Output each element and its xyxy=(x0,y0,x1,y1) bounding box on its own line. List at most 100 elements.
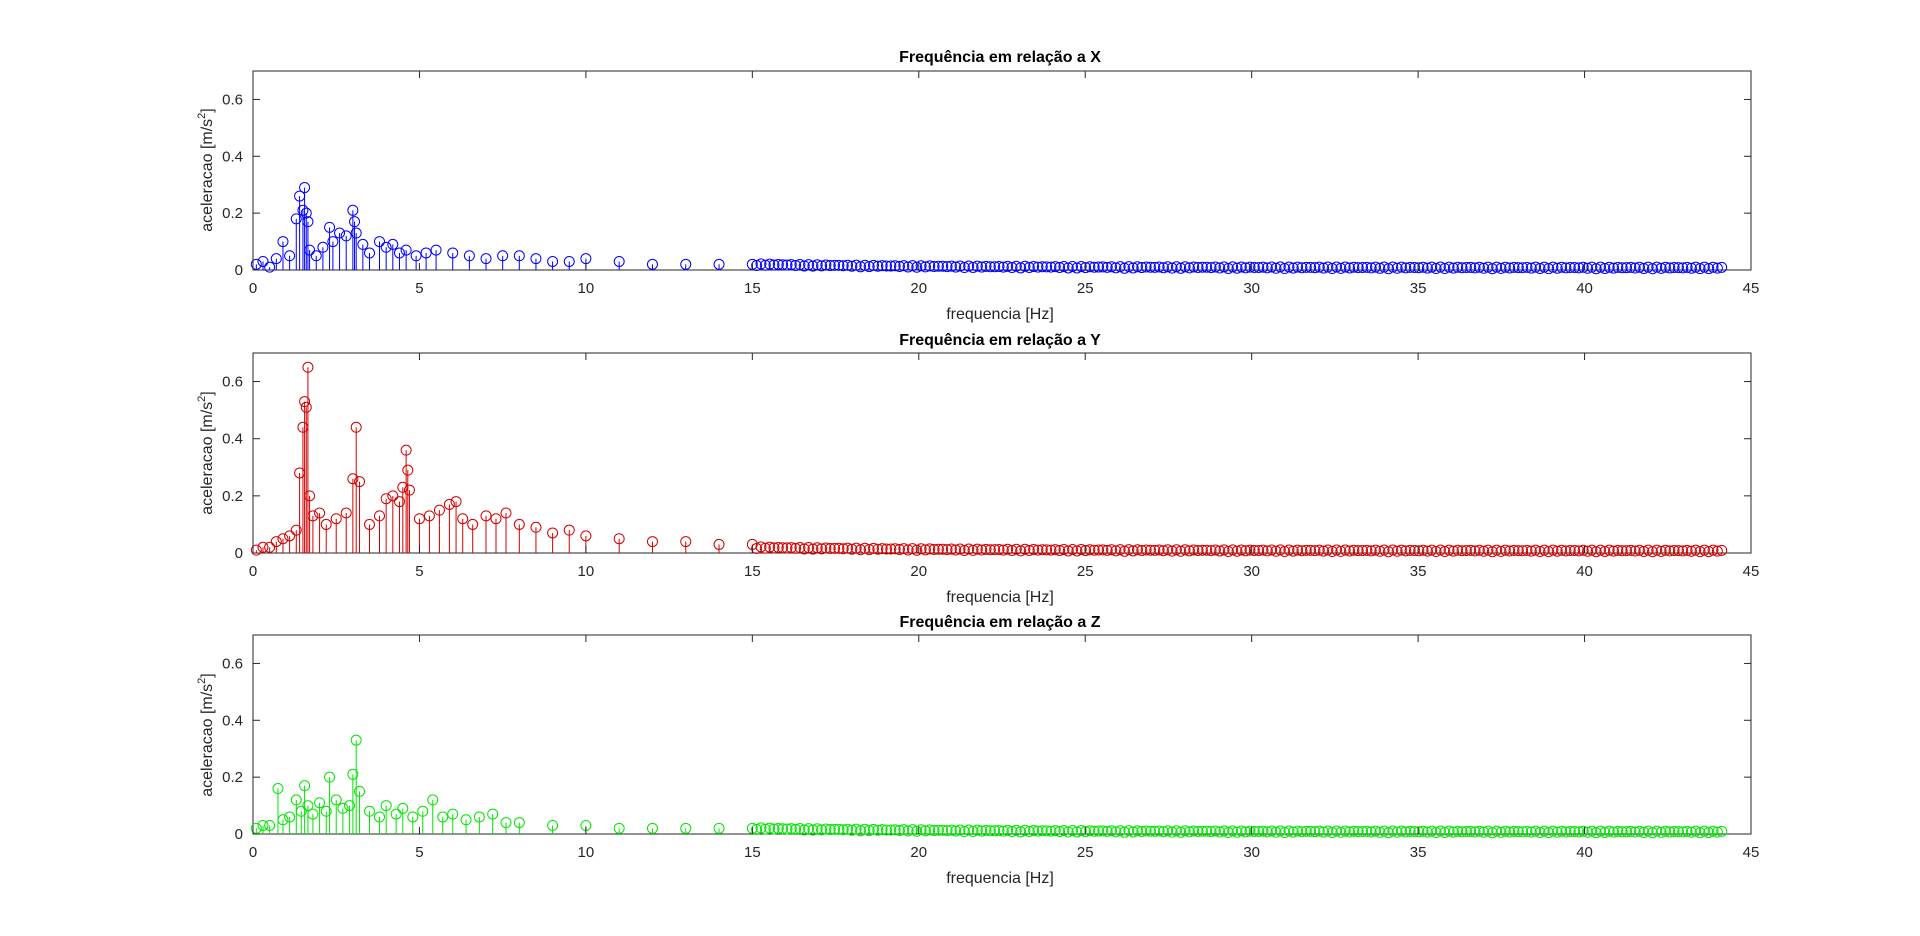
data-point-tail xyxy=(785,823,797,835)
data-point-tail xyxy=(1408,826,1420,838)
data-point xyxy=(443,498,455,510)
data-point-tail xyxy=(1261,262,1273,274)
data-point-tail xyxy=(1196,261,1208,273)
data-point-tail xyxy=(1093,544,1105,556)
data-point-tail xyxy=(1248,825,1260,837)
data-point-tail xyxy=(1322,544,1334,556)
data-point-tail xyxy=(993,543,1005,555)
data-point-tail xyxy=(1434,825,1446,837)
data-point xyxy=(547,527,559,539)
subplot-title: Frequência em relação a Z xyxy=(900,614,1101,631)
data-point-tail xyxy=(1534,545,1546,557)
data-point-tail xyxy=(1465,261,1477,273)
y-tick-label: 0.2 xyxy=(222,488,243,505)
data-point-tail xyxy=(1452,825,1464,837)
data-point-tail xyxy=(859,259,871,271)
data-point-tail xyxy=(1391,262,1403,274)
data-point xyxy=(530,521,542,533)
subplot-z: Frequência em relação a Z 0 0.2 0.4 0.6 0 5 1… xyxy=(196,614,1759,887)
data-point-tail xyxy=(1041,261,1053,273)
data-point-tail xyxy=(1499,825,1511,837)
data-point-tail xyxy=(1071,262,1083,274)
data-point-tail xyxy=(980,260,992,272)
data-point-tail xyxy=(889,543,901,555)
data-point xyxy=(397,802,409,814)
data-point-tail xyxy=(971,824,983,836)
data-point-tail xyxy=(945,260,957,272)
data-point-tail xyxy=(1499,544,1511,556)
data-point-tail xyxy=(1270,545,1282,557)
data-point-tail xyxy=(967,825,979,837)
x-tick-label: 30 xyxy=(1243,563,1260,580)
data-point-tail xyxy=(1478,545,1490,557)
data-point-tail xyxy=(1361,544,1373,556)
x-tick-label: 45 xyxy=(1743,280,1760,297)
data-point-tail xyxy=(790,259,802,271)
data-point-tail xyxy=(1110,826,1122,838)
data-point-tail xyxy=(1608,826,1620,838)
data-point-tail xyxy=(1473,261,1485,273)
data-point-tail xyxy=(1292,544,1304,556)
data-point-tail xyxy=(859,542,871,554)
data-point-tail xyxy=(889,824,901,836)
data-point-tail xyxy=(1075,544,1087,556)
data-point-tail xyxy=(1608,545,1620,557)
data-point-tail xyxy=(1370,825,1382,837)
data-point-tail xyxy=(924,260,936,272)
data-point-tail xyxy=(1344,262,1356,274)
data-point-tail xyxy=(837,824,849,836)
data-point-tail xyxy=(1209,261,1221,273)
data-point-tail xyxy=(1370,261,1382,273)
data-point-tail xyxy=(1222,826,1234,838)
data-point-tail xyxy=(950,261,962,273)
data-point-tail xyxy=(1201,825,1213,837)
data-point-tail xyxy=(842,259,854,271)
data-point-tail xyxy=(1400,262,1412,274)
data-point-tail xyxy=(855,544,867,556)
data-point-tail xyxy=(807,824,819,836)
data-point-tail xyxy=(1149,544,1161,556)
data-point-tail xyxy=(1577,544,1589,556)
data-point-tail xyxy=(1140,261,1152,273)
data-point-tail xyxy=(984,261,996,273)
data-point-tail xyxy=(1651,544,1663,556)
data-point xyxy=(417,805,429,817)
data-point-tail xyxy=(1283,261,1295,273)
y-tick-label: 0.6 xyxy=(222,91,243,108)
data-point-tail xyxy=(1183,545,1195,557)
data-point xyxy=(680,822,692,834)
data-point-tail xyxy=(1460,262,1472,274)
data-point-tail xyxy=(1508,544,1520,556)
data-point-tail xyxy=(1279,263,1291,275)
data-point-tail xyxy=(1633,825,1645,837)
y-axis-label: aceleracao [m/s2] xyxy=(196,673,216,797)
data-point-tail xyxy=(1556,261,1568,273)
data-point xyxy=(433,504,445,516)
data-point xyxy=(250,822,262,834)
data-point-tail xyxy=(1694,827,1706,839)
data-point xyxy=(490,513,502,525)
data-point-tail xyxy=(919,261,931,273)
y-axis-label-close: ] xyxy=(199,108,216,112)
data-point-tail xyxy=(1504,262,1516,274)
x-tick-label: 25 xyxy=(1077,844,1094,861)
data-point xyxy=(314,507,326,519)
x-tick-label: 25 xyxy=(1077,280,1094,297)
x-ticks: 0 5 10 15 20 25 30 35 40 45 xyxy=(249,635,1759,861)
data-point xyxy=(467,518,479,530)
data-point-tail xyxy=(1473,544,1485,556)
data-point-tail xyxy=(1318,826,1330,838)
y-tick-label: 0.2 xyxy=(222,205,243,222)
data-point-tail xyxy=(1110,262,1122,274)
data-point-tail xyxy=(1677,262,1689,274)
data-point xyxy=(290,524,302,536)
data-point xyxy=(563,524,575,536)
data-point-tail xyxy=(1054,261,1066,273)
data-point xyxy=(430,244,442,256)
data-point-tail xyxy=(1149,261,1161,273)
x-tick-label: 15 xyxy=(744,280,761,297)
data-point xyxy=(327,236,339,248)
data-point-tail xyxy=(1088,825,1100,837)
data-point-tail xyxy=(764,541,776,553)
data-point-tail xyxy=(1530,261,1542,273)
